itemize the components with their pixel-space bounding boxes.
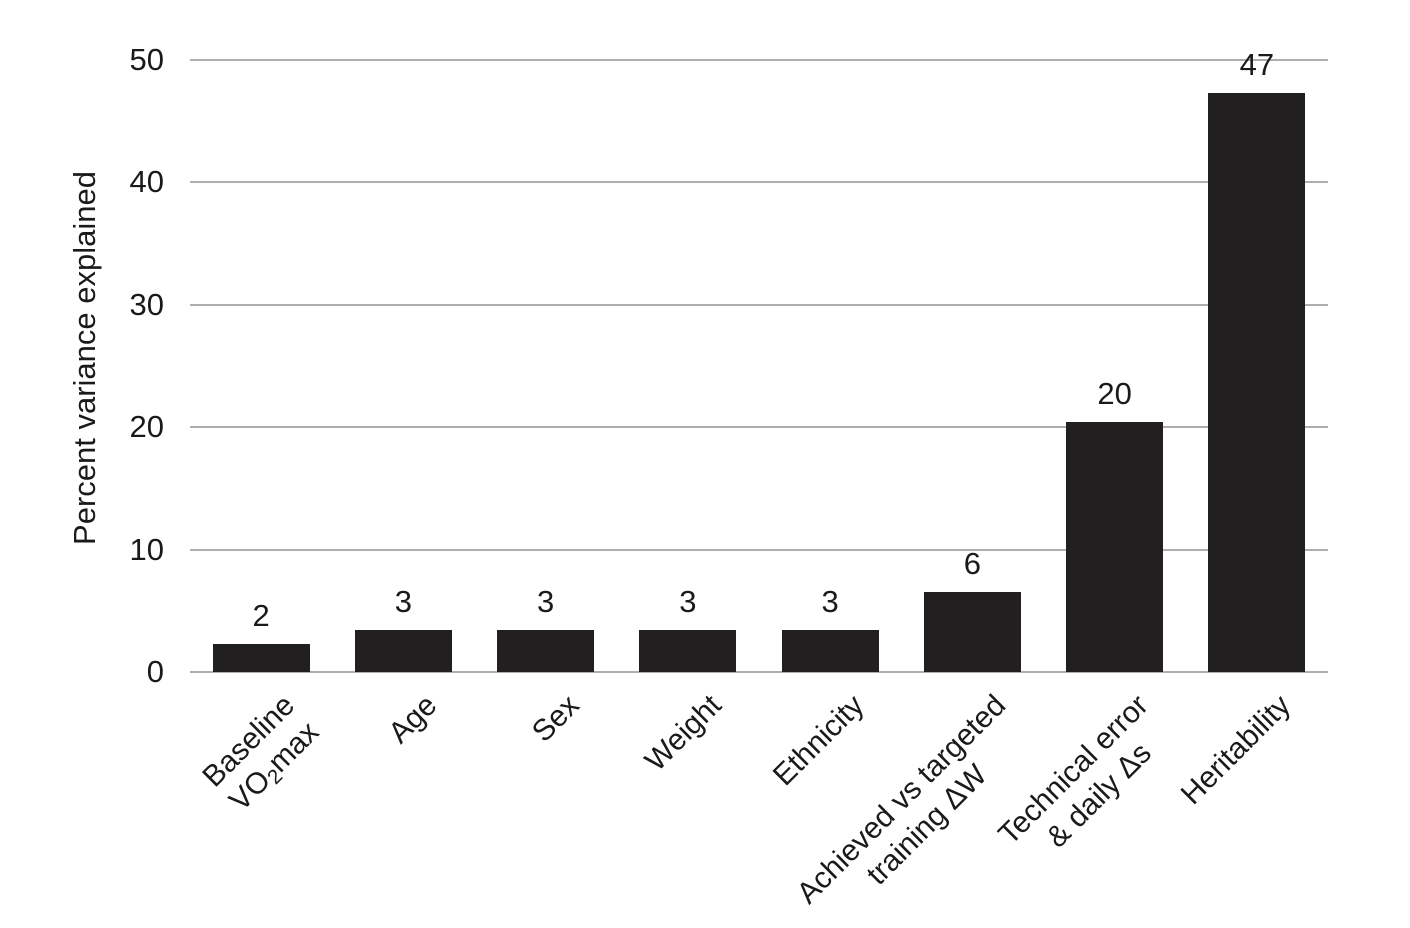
y-tick-label-40: 40 <box>129 163 164 199</box>
gridline-y-0 <box>190 671 1328 673</box>
bar-4 <box>781 630 879 672</box>
bar-2 <box>497 630 595 672</box>
x-category-label-7: Heritability <box>1174 688 1297 812</box>
bar-5 <box>923 592 1021 672</box>
y-tick-label-0: 0 <box>146 653 164 689</box>
x-category-label-2: Sex <box>525 688 586 749</box>
y-tick-label-10: 10 <box>129 531 164 567</box>
y-tick-label-20: 20 <box>129 408 164 444</box>
bar-3 <box>639 630 737 672</box>
x-category-label-1: Age <box>382 688 444 750</box>
bar-value-label-6: 20 <box>1097 376 1132 412</box>
bar-6 <box>1066 422 1164 672</box>
gridline-y-40 <box>190 181 1328 183</box>
bar-value-label-1: 3 <box>394 584 412 620</box>
bar-value-label-5: 6 <box>963 546 981 582</box>
bar-0 <box>212 643 310 672</box>
y-tick-label-30: 30 <box>129 286 164 322</box>
x-category-label-0: Baseline VO2max <box>196 688 326 818</box>
y-tick-label-50: 50 <box>129 41 164 77</box>
bar-value-label-2: 3 <box>537 584 555 620</box>
gridline-y-10 <box>190 548 1328 551</box>
gridline-y-50 <box>190 58 1328 61</box>
gridline-y-30 <box>190 303 1328 306</box>
bar-value-label-7: 47 <box>1239 46 1275 82</box>
x-category-label-3: Weight <box>638 688 728 778</box>
bar-value-label-0: 2 <box>252 597 270 633</box>
bar-value-label-4: 3 <box>821 584 839 620</box>
bar-1 <box>354 630 452 672</box>
bar-7 <box>1208 92 1306 672</box>
bar-value-label-3: 3 <box>679 584 697 620</box>
y-axis-title: Percent variance explained <box>67 171 102 545</box>
gridline-y-20 <box>190 426 1328 428</box>
x-category-label-6: Technical error & daily Δs <box>992 688 1158 855</box>
